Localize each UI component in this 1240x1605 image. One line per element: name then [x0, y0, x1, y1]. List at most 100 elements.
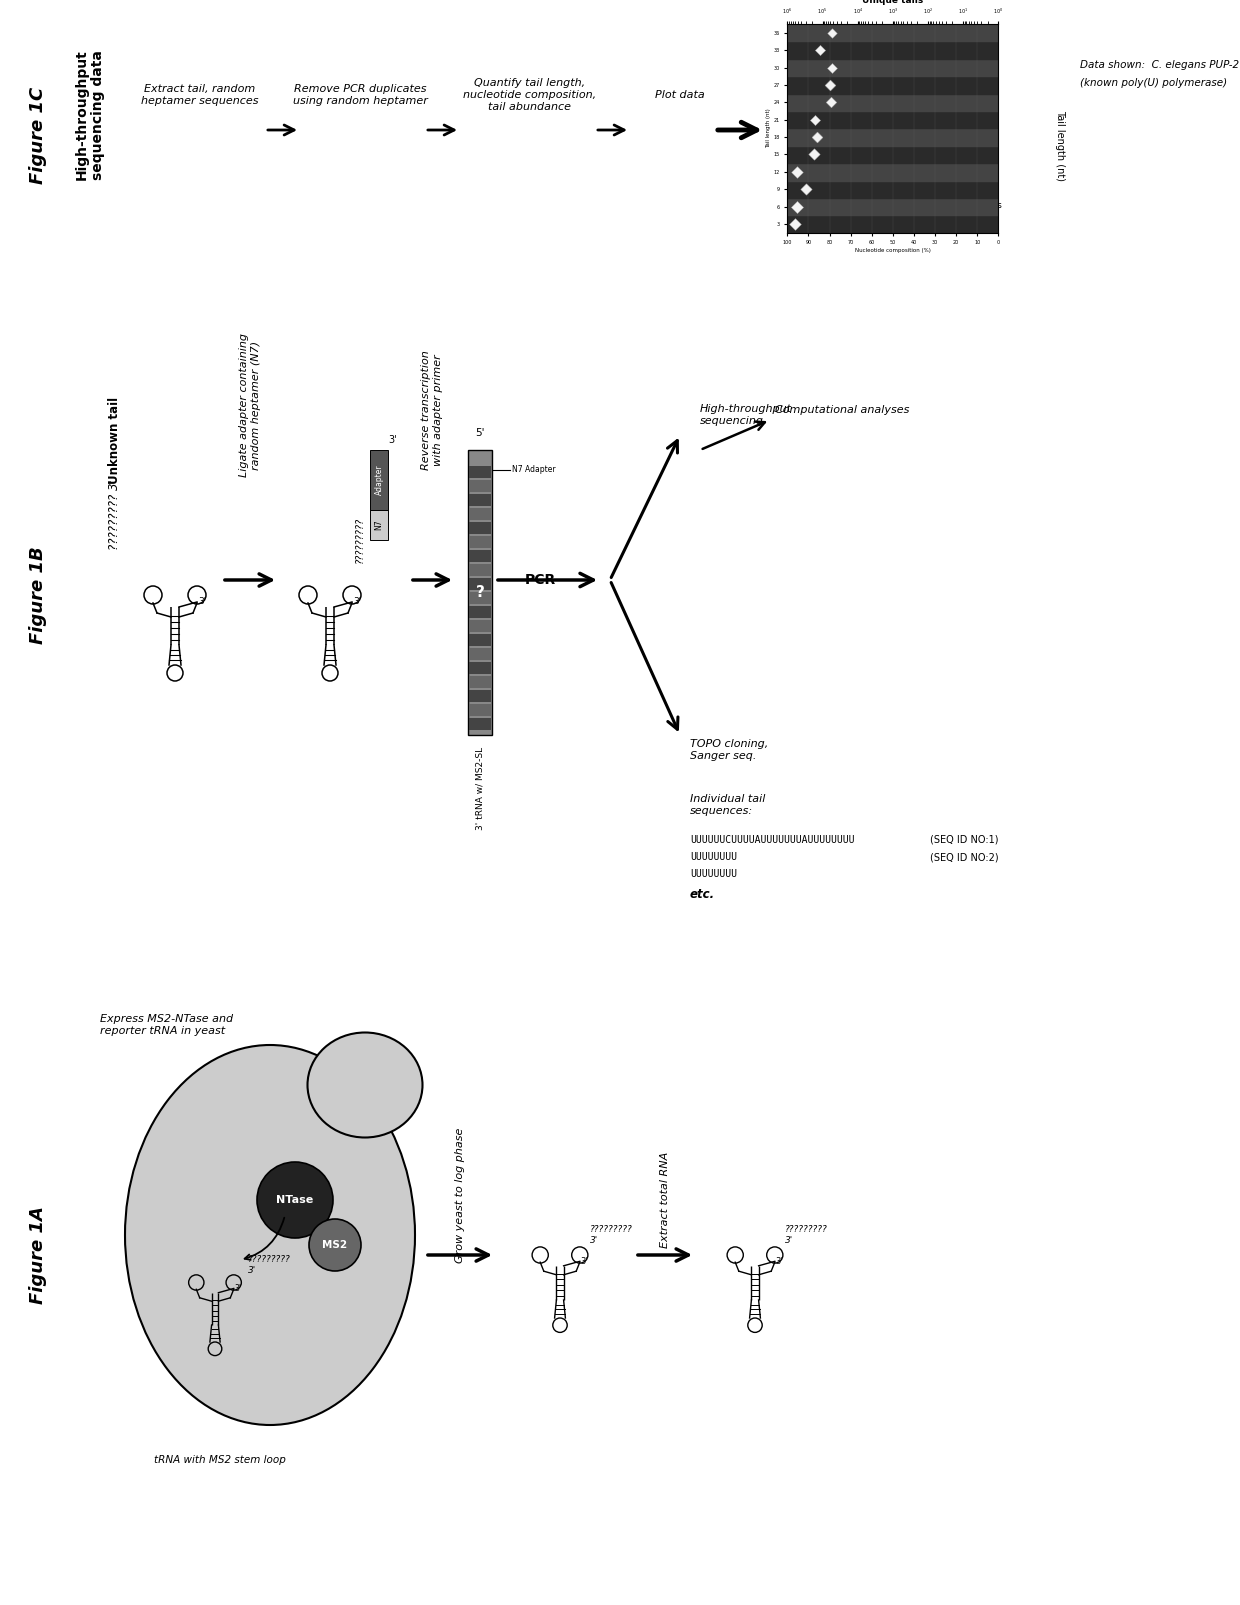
Title: Unique tails: Unique tails	[862, 0, 924, 5]
Text: ?????????
3': ????????? 3'	[248, 1255, 290, 1274]
Point	[806, 108, 826, 133]
Text: Plot data: Plot data	[655, 90, 704, 100]
Text: G: G	[905, 202, 911, 210]
Bar	[469, 661, 491, 674]
Text: 3': 3'	[580, 1257, 588, 1266]
Bar	[469, 551, 491, 562]
Text: Individual tail
sequences:: Individual tail sequences:	[689, 794, 765, 815]
Bar	[861, 201, 872, 212]
Text: Grow yeast to log phase: Grow yeast to log phase	[455, 1127, 465, 1263]
Ellipse shape	[308, 1032, 423, 1138]
Text: ????????? 3': ????????? 3'	[109, 480, 122, 551]
Text: U: U	[844, 202, 851, 210]
Text: Computational analyses: Computational analyses	[775, 404, 909, 416]
Text: 3': 3'	[776, 1257, 782, 1266]
Bar	[469, 494, 491, 506]
Bar	[890, 201, 901, 212]
Bar	[469, 607, 491, 618]
Text: 3': 3'	[353, 597, 361, 607]
Text: TOPO cloning,
Sanger seq.: TOPO cloning, Sanger seq.	[689, 740, 769, 761]
Text: (SEQ ID NO:2): (SEQ ID NO:2)	[930, 852, 998, 862]
Text: ?????????
3': ????????? 3'	[590, 1225, 632, 1245]
Bar	[469, 690, 491, 701]
Text: UUUUUUCUUUUAUUUUUUUAUUUUUUUU: UUUUUUCUUUUAUUUUUUUAUUUUUUUU	[689, 835, 854, 844]
Text: MS2: MS2	[322, 1241, 347, 1250]
Text: Reverse transcription
with adapter primer: Reverse transcription with adapter prime…	[422, 350, 443, 470]
Text: Figure 1C: Figure 1C	[29, 87, 47, 183]
Point	[811, 37, 831, 63]
Bar	[469, 705, 491, 716]
Text: Extract tail, random
heptamer sequences: Extract tail, random heptamer sequences	[141, 83, 259, 106]
Bar	[787, 146, 998, 164]
Point	[785, 212, 805, 238]
Point	[944, 193, 963, 218]
Bar	[830, 201, 842, 212]
Bar	[787, 59, 998, 75]
Text: High-throughput
sequencing: High-throughput sequencing	[701, 404, 792, 425]
Bar	[787, 42, 998, 59]
Text: Quantify tail length,
nucleotide composition,
tail abundance: Quantify tail length, nucleotide composi…	[464, 79, 596, 112]
Text: Ligate adapter containing
random heptamer (N7): Ligate adapter containing random heptame…	[239, 332, 260, 477]
Bar	[469, 648, 491, 660]
Point	[787, 159, 807, 185]
Text: A: A	[935, 202, 941, 210]
Text: 3' tRNA w/ MS2-SL: 3' tRNA w/ MS2-SL	[475, 746, 485, 830]
Bar	[469, 563, 491, 576]
Text: Extract total RNA: Extract total RNA	[660, 1152, 670, 1249]
Point	[821, 90, 841, 116]
Bar	[467, 449, 492, 735]
Text: NTase: NTase	[277, 1196, 314, 1205]
Text: (SEQ ID NO:1): (SEQ ID NO:1)	[930, 835, 998, 844]
Text: Express MS2-NTase and
reporter tRNA in yeast: Express MS2-NTase and reporter tRNA in y…	[100, 1014, 233, 1035]
Bar	[787, 215, 998, 233]
Text: C: C	[875, 202, 880, 210]
Bar	[469, 465, 491, 478]
Circle shape	[257, 1162, 334, 1237]
Text: ?: ?	[476, 584, 485, 600]
Text: N7 Adapter: N7 Adapter	[512, 465, 556, 475]
Bar	[370, 449, 388, 510]
Bar	[469, 592, 491, 603]
Text: Figure 1B: Figure 1B	[29, 546, 47, 644]
Bar	[469, 676, 491, 689]
Bar	[469, 578, 491, 591]
Text: ?????????
3': ????????? 3'	[785, 1225, 828, 1245]
Point	[804, 141, 823, 167]
Bar	[469, 620, 491, 632]
Point	[787, 194, 807, 220]
Bar	[787, 111, 998, 128]
Bar	[469, 522, 491, 534]
Bar	[787, 75, 998, 93]
Bar	[469, 509, 491, 520]
Text: (known poly(U) polymerase): (known poly(U) polymerase)	[1080, 79, 1228, 88]
Bar	[787, 181, 998, 197]
Text: 3': 3'	[198, 597, 206, 607]
Circle shape	[309, 1220, 361, 1271]
Text: 3': 3'	[234, 1284, 242, 1294]
Ellipse shape	[125, 1045, 415, 1425]
Text: High-throughput
sequencing data: High-throughput sequencing data	[74, 50, 105, 180]
X-axis label: Nucleotide composition (%): Nucleotide composition (%)	[854, 249, 931, 254]
Point	[820, 72, 839, 98]
Text: 3': 3'	[388, 435, 397, 445]
Point	[807, 124, 827, 149]
Bar	[787, 128, 998, 146]
Point	[822, 19, 842, 45]
Text: UUUUUUUU: UUUUUUUU	[689, 868, 737, 880]
Bar	[469, 480, 491, 493]
Bar	[469, 634, 491, 645]
Text: PCR: PCR	[525, 573, 556, 587]
Point	[796, 177, 816, 202]
Text: Data shown:  C. elegans PUP-2: Data shown: C. elegans PUP-2	[1080, 59, 1239, 71]
Text: Tail length (nt): Tail length (nt)	[1055, 109, 1065, 180]
Y-axis label: Tail length (nt): Tail length (nt)	[766, 109, 771, 148]
Bar	[469, 717, 491, 730]
Text: Adapter: Adapter	[374, 465, 383, 496]
Text: # of tails: # of tails	[963, 202, 1002, 210]
Bar	[787, 197, 998, 215]
Bar	[469, 536, 491, 547]
Text: Remove PCR duplicates
using random heptamer: Remove PCR duplicates using random hepta…	[293, 83, 428, 106]
Text: Figure 1A: Figure 1A	[29, 1205, 47, 1303]
Text: N7: N7	[374, 520, 383, 530]
Point	[822, 55, 842, 80]
